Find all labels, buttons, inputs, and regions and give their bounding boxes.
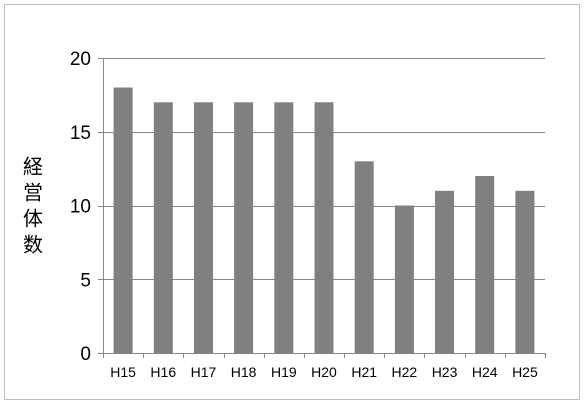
x-tick-label-H17: H17 [191, 364, 217, 380]
x-tick-label-H22: H22 [392, 364, 418, 380]
y-tick-label-0: 0 [80, 344, 91, 365]
y-tick-labels: 0 5 10 15 20 [70, 49, 91, 365]
bar-H19 [274, 102, 294, 354]
bar-H23 [435, 190, 454, 354]
x-tick-label-H19: H19 [271, 364, 297, 380]
bar-H18 [234, 102, 254, 354]
y-tick-label-10: 10 [70, 197, 91, 218]
x-tick-label-H20: H20 [311, 364, 337, 380]
bar-H17 [194, 102, 213, 354]
bar-H22 [394, 205, 414, 353]
x-tick-label-H21: H21 [351, 364, 377, 380]
y-tick-label-15: 15 [70, 123, 91, 144]
bar-H24 [475, 176, 495, 353]
x-tick-label-H15: H15 [110, 364, 136, 380]
y-axis-label: 経営体数 [23, 155, 43, 257]
bar-H21 [354, 161, 374, 354]
bar-H15 [113, 87, 133, 353]
x-tick-label-H25: H25 [512, 364, 538, 380]
bar-H20 [314, 102, 334, 354]
x-tick-label-H24: H24 [472, 364, 498, 380]
bar-H16 [153, 102, 173, 354]
bar-H25 [515, 190, 535, 354]
x-tick-label-H18: H18 [231, 364, 257, 380]
x-tick-label-H16: H16 [150, 364, 176, 380]
axes [98, 58, 546, 358]
x-tick-labels: H15 H16 H17 H18 H19 H20 H21 H22 H23 H24 H25 [110, 364, 538, 380]
y-tick-label-5: 5 [80, 270, 91, 291]
y-tick-label-20: 20 [70, 49, 91, 70]
bars [113, 87, 535, 354]
x-tick-label-H23: H23 [432, 364, 458, 380]
